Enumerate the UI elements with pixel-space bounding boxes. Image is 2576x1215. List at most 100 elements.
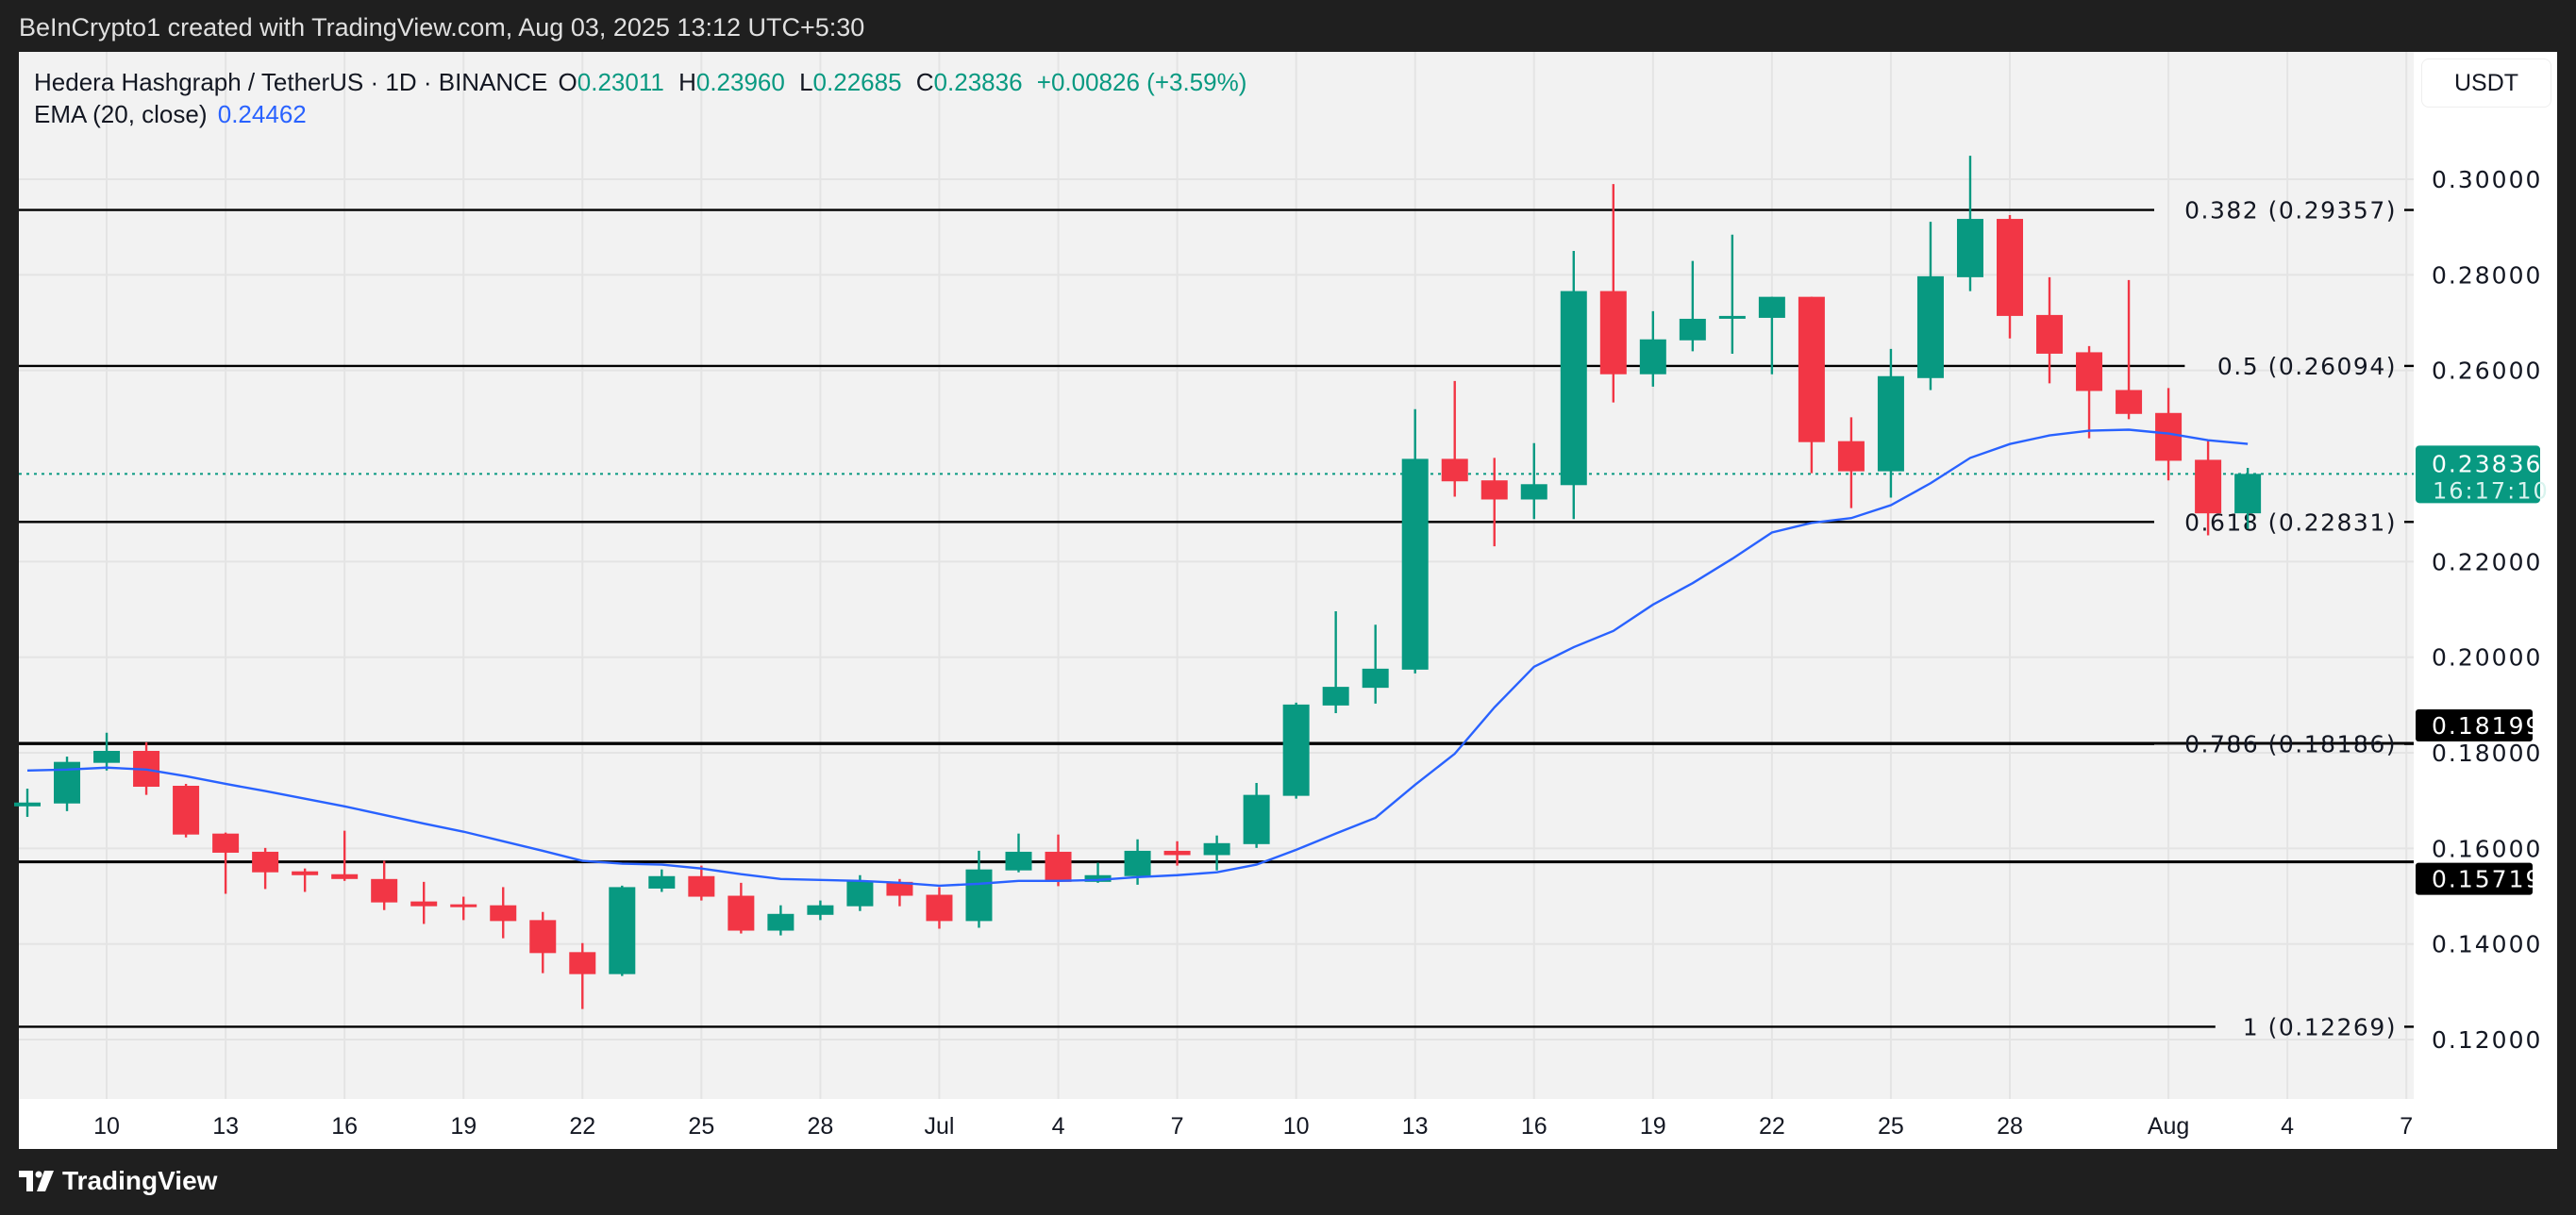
y-tick-label: 0.20000 bbox=[2432, 644, 2542, 672]
candle-body-jun-18 bbox=[410, 901, 438, 907]
chart-legend: Hedera Hashgraph / TetherUS · 1D · BINAN… bbox=[34, 66, 1250, 130]
candle-body-jul-25 bbox=[1877, 375, 1904, 472]
y-tick-label: 0.16000 bbox=[2432, 835, 2542, 862]
last-price-badge bbox=[2416, 445, 2540, 504]
fib-level-label: 0.786 (0.18186) bbox=[2184, 731, 2397, 758]
candle-body-jul-12 bbox=[1362, 668, 1389, 689]
candle-body-jun-28 bbox=[807, 905, 834, 915]
symbol-title[interactable]: Hedera Hashgraph / TetherUS · 1D · BINAN… bbox=[34, 68, 548, 96]
price-line-label: 0.18199 bbox=[2432, 712, 2542, 740]
candle-body-jun-14 bbox=[252, 851, 279, 873]
candle-body-jun-15 bbox=[292, 871, 319, 875]
price-line-badge bbox=[2416, 862, 2533, 895]
candle-body-jun-21 bbox=[529, 920, 557, 954]
candle-body-jul-13 bbox=[1401, 458, 1429, 670]
last-price-value: 0.23836 bbox=[2432, 450, 2542, 477]
ema-legend: EMA (20, close) 0.24462 bbox=[34, 98, 1250, 130]
fib-level-label: 1 (0.12269) bbox=[2243, 1013, 2397, 1040]
candle-body-jul-9 bbox=[1243, 794, 1270, 844]
change-value: +0.00826 (+3.59%) bbox=[1036, 68, 1247, 96]
ema-line bbox=[26, 428, 2249, 888]
price-line-badge bbox=[2416, 708, 2533, 741]
fib-level-label: 0.382 (0.29357) bbox=[2184, 197, 2397, 225]
x-tick-label: 28 bbox=[1997, 1113, 2023, 1140]
candle-body-jul-11 bbox=[1322, 687, 1349, 706]
candle-body-jun-16 bbox=[331, 874, 359, 879]
x-tick-label: 19 bbox=[450, 1113, 477, 1140]
x-tick-label: 28 bbox=[807, 1113, 833, 1140]
candle-body-jun-17 bbox=[371, 878, 398, 903]
x-tick-label: 25 bbox=[1878, 1113, 1904, 1140]
price-line-label: 0.15719 bbox=[2432, 866, 2542, 893]
candle-body-jul-19 bbox=[1639, 339, 1666, 374]
tradingview-brand: TradingView bbox=[19, 1166, 217, 1196]
candle-body-jun-27 bbox=[767, 913, 795, 931]
candle-body-jul-21 bbox=[1718, 315, 1746, 319]
candle-body-jul-6 bbox=[1124, 850, 1151, 876]
x-tick-label: 7 bbox=[2400, 1113, 2413, 1140]
candle-body-jul-2 bbox=[965, 869, 993, 922]
candle-body-jul-27 bbox=[1956, 219, 1983, 277]
open-value: 0.23011 bbox=[577, 68, 664, 96]
x-tick-label: 7 bbox=[1171, 1113, 1184, 1140]
x-tick-label: 16 bbox=[1521, 1113, 1547, 1140]
x-tick-label: 10 bbox=[93, 1113, 120, 1140]
low-label: L bbox=[799, 68, 813, 96]
x-tick-label: 22 bbox=[569, 1113, 595, 1140]
x-tick-label: Jul bbox=[924, 1113, 954, 1140]
y-tick-label: 0.18000 bbox=[2432, 740, 2542, 767]
candle-body-jul-30 bbox=[2076, 352, 2103, 391]
y-tick-label: 0.26000 bbox=[2432, 358, 2542, 385]
open-label: O bbox=[558, 68, 577, 96]
candle-body-jul-14 bbox=[1441, 458, 1468, 482]
x-tick-label: 10 bbox=[1283, 1113, 1310, 1140]
candle-body-jul-17 bbox=[1560, 291, 1587, 486]
candle-body-jul-18 bbox=[1599, 291, 1627, 374]
candle-body-jul-20 bbox=[1679, 318, 1706, 341]
candle-body-jul-7 bbox=[1163, 850, 1191, 856]
ema-value: 0.24462 bbox=[217, 100, 307, 128]
candle-body-jun-26 bbox=[728, 895, 755, 931]
countdown-timer: 16:17:10 bbox=[2433, 477, 2550, 504]
candle-body-jul-15 bbox=[1480, 480, 1508, 500]
y-tick-label: 0.28000 bbox=[2432, 261, 2542, 289]
candle-body-jul-22 bbox=[1758, 296, 1785, 318]
candle-body-jul-29 bbox=[2036, 314, 2064, 354]
currency-button[interactable]: USDT bbox=[2421, 58, 2551, 108]
candle-body-jun-29 bbox=[846, 880, 874, 907]
high-value: 0.23960 bbox=[695, 68, 785, 96]
candle-body-aug-3 bbox=[2234, 474, 2262, 514]
candle-body-jun-20 bbox=[490, 905, 517, 922]
candle-body-jul-23 bbox=[1798, 296, 1825, 442]
candle-body-jul-8 bbox=[1203, 842, 1230, 856]
candle-body-jul-1 bbox=[926, 894, 953, 922]
close-value: 0.23836 bbox=[933, 68, 1023, 96]
candle-body-jul-31 bbox=[2116, 390, 2143, 414]
candle-body-jun-30 bbox=[886, 881, 913, 896]
brand-text: TradingView bbox=[62, 1166, 218, 1195]
symbol-legend: Hedera Hashgraph / TetherUS · 1D · BINAN… bbox=[34, 66, 1250, 98]
x-tick-label: 22 bbox=[1759, 1113, 1785, 1140]
y-tick-label: 0.30000 bbox=[2432, 166, 2542, 193]
candle-body-jul-3 bbox=[1005, 851, 1032, 871]
fib-level-label: 0.5 (0.26094) bbox=[2217, 353, 2397, 380]
candle-body-aug-1 bbox=[2155, 412, 2183, 461]
high-label: H bbox=[678, 68, 696, 96]
y-tick-label: 0.22000 bbox=[2432, 548, 2542, 575]
x-tick-label: 13 bbox=[212, 1113, 239, 1140]
x-tick-label: 19 bbox=[1640, 1113, 1666, 1140]
attribution-text: BeInCrypto1 created with TradingView.com… bbox=[19, 13, 865, 42]
candle-body-jun-13 bbox=[212, 833, 240, 853]
candle-body-jul-16 bbox=[1520, 484, 1547, 500]
candle-body-jun-8 bbox=[14, 802, 41, 807]
y-tick-label: 0.12000 bbox=[2432, 1026, 2542, 1054]
x-tick-label: 13 bbox=[1402, 1113, 1429, 1140]
ema-label[interactable]: EMA (20, close) bbox=[34, 100, 208, 128]
candle-body-jun-22 bbox=[569, 952, 596, 974]
x-tick-label: 25 bbox=[688, 1113, 714, 1140]
candle-body-jul-28 bbox=[1997, 219, 2023, 316]
x-tick-label: 4 bbox=[1052, 1113, 1065, 1140]
candle-body-jul-10 bbox=[1282, 704, 1310, 796]
candle-body-jun-25 bbox=[688, 875, 715, 897]
